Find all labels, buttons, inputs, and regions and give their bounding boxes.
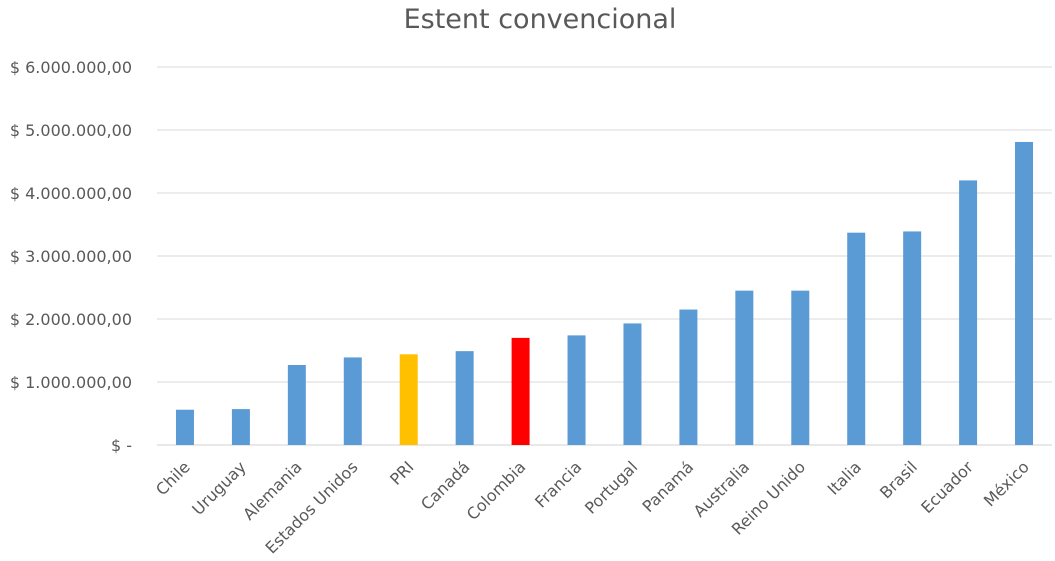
bar	[455, 351, 474, 445]
category-label: Ecuador	[917, 457, 977, 517]
y-tick-label: $ 6.000.000,00	[10, 58, 132, 77]
category-label: Portugal	[581, 457, 641, 517]
bar	[567, 335, 586, 445]
bar	[735, 290, 754, 445]
chart-title: Estent convencional	[403, 4, 677, 35]
bar	[679, 309, 698, 445]
category-label: PRI	[386, 457, 417, 488]
y-tick-label: $ 3.000.000,00	[10, 247, 132, 266]
bar	[847, 232, 866, 445]
category-label: Canadá	[417, 457, 473, 513]
category-label: Francia	[531, 457, 585, 511]
category-label: Colombia	[463, 457, 530, 524]
bar	[903, 231, 922, 445]
category-label: Chile	[152, 457, 194, 499]
bar	[1015, 141, 1034, 445]
y-tick-label: $ 1.000.000,00	[10, 373, 132, 392]
bar	[959, 180, 978, 445]
bar	[231, 409, 250, 445]
category-label: Brasil	[876, 457, 921, 502]
bar	[287, 364, 306, 445]
y-tick-label: $ 2.000.000,00	[10, 310, 132, 329]
bar	[175, 409, 194, 445]
category-label: México	[980, 457, 1033, 510]
y-tick-label: $ -	[111, 436, 132, 455]
bar	[791, 290, 810, 445]
bar	[623, 323, 642, 445]
bar	[511, 337, 530, 445]
y-tick-label: $ 5.000.000,00	[10, 121, 132, 140]
category-label: Italia	[824, 457, 865, 498]
bar	[343, 357, 362, 445]
y-tick-label: $ 4.000.000,00	[10, 184, 132, 203]
bar	[399, 354, 418, 445]
